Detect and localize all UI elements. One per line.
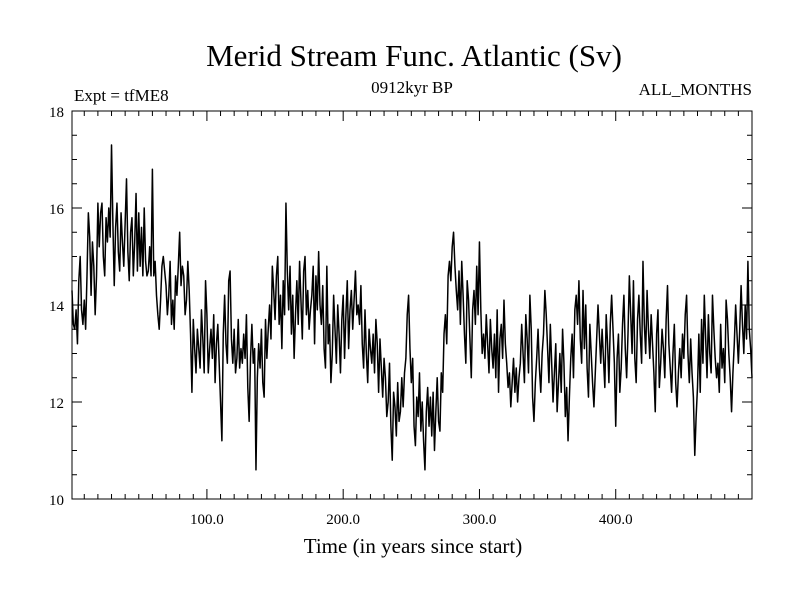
chart-title: Merid Stream Func. Atlantic (Sv) — [206, 38, 622, 73]
x-tick-label: 200.0 — [326, 512, 360, 528]
experiment-label: Expt = tfME8 — [74, 86, 169, 105]
x-axis-label: Time (in years since start) — [304, 534, 523, 558]
y-tick-label: 16 — [49, 202, 65, 218]
y-tick-label: 10 — [49, 493, 64, 509]
x-tick-label: 300.0 — [463, 512, 497, 528]
y-tick-label: 12 — [49, 396, 64, 412]
y-tick-label: 14 — [49, 299, 65, 315]
plot-area-frame — [71, 110, 753, 500]
data-series-line — [71, 144, 753, 471]
x-tick-label: 100.0 — [190, 512, 224, 528]
period-label: 0912kyr BP — [371, 78, 453, 97]
y-tick-label: 18 — [49, 105, 64, 121]
months-label: ALL_MONTHS — [639, 80, 752, 99]
x-tick-label: 400.0 — [599, 512, 633, 528]
